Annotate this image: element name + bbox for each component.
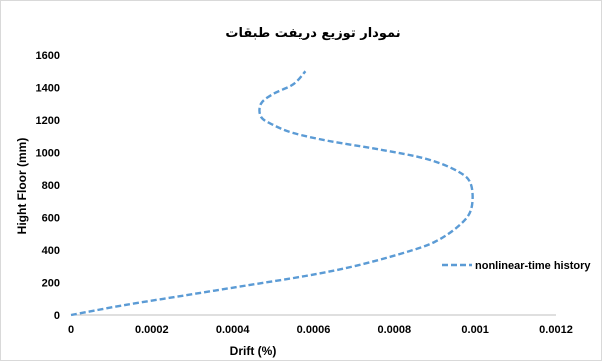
data-point <box>458 171 459 172</box>
data-point <box>123 305 124 306</box>
series-line-nonlinear-time-history <box>70 70 474 317</box>
data-point <box>293 84 294 85</box>
data-point <box>293 132 294 133</box>
x-tick-label: 0.001 <box>461 324 489 336</box>
y-axis-title: Hight Floor (mm) <box>15 138 29 235</box>
y-tick-label: 0 <box>54 310 60 322</box>
y-axis-ticks: 0 200 400 600 800 1000 1200 1400 1600 <box>36 50 60 322</box>
legend-label: nonlinear-time history <box>475 260 591 272</box>
data-point <box>184 295 185 296</box>
y-tick-label: 1000 <box>36 148 60 160</box>
x-tick-label: 0.0006 <box>297 324 331 336</box>
data-point <box>378 149 379 150</box>
x-tick-label: 0.0004 <box>216 324 251 336</box>
data-point <box>244 285 245 286</box>
data-point <box>272 124 273 125</box>
data-point <box>353 266 354 267</box>
data-point <box>260 116 261 117</box>
y-tick-label: 200 <box>42 278 60 290</box>
x-axis-ticks: 0 0.0002 0.0004 0.0006 0.0008 0.001 0.0012 <box>68 324 573 336</box>
data-point <box>305 71 306 72</box>
data-point <box>305 275 306 276</box>
y-tick-label: 1600 <box>36 50 60 62</box>
data-point <box>272 93 273 94</box>
x-tick-label: 0 <box>68 324 74 336</box>
data-point <box>434 241 435 242</box>
x-axis-title: Drift (%) <box>230 344 277 358</box>
x-tick-label: 0.0002 <box>135 324 169 336</box>
y-tick-label: 800 <box>42 180 60 192</box>
series-points <box>70 71 471 316</box>
y-tick-label: 1200 <box>36 115 60 127</box>
y-tick-label: 400 <box>42 245 60 257</box>
data-point <box>458 225 459 226</box>
data-point <box>471 209 472 210</box>
data-point <box>471 184 472 185</box>
x-tick-label: 0.0008 <box>378 324 412 336</box>
chart-title: نمودار توزیع دریفت طبقات <box>225 26 400 41</box>
legend: nonlinear-time history <box>442 260 591 272</box>
data-point <box>260 103 261 104</box>
data-point <box>402 253 403 254</box>
y-tick-label: 600 <box>42 213 60 225</box>
data-point <box>426 158 427 159</box>
y-tick-label: 1400 <box>36 83 60 95</box>
data-point <box>329 141 330 142</box>
data-point <box>70 314 71 315</box>
x-tick-label: 0.0012 <box>539 324 573 336</box>
